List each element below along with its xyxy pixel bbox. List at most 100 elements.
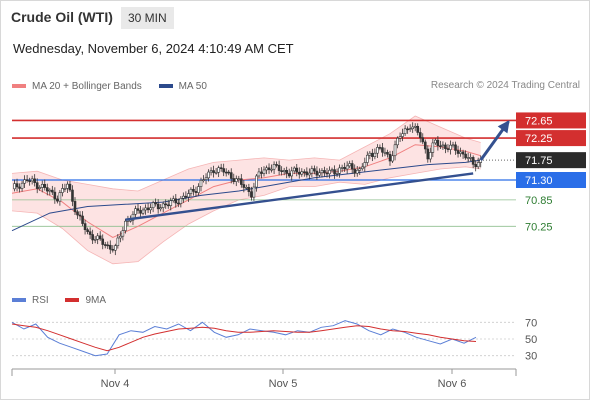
rsi-legend: RSI 9MA — [12, 294, 120, 306]
candle — [446, 144, 450, 153]
candle-body — [348, 163, 351, 167]
level-label-box-72-25 — [516, 130, 586, 147]
candle — [363, 157, 367, 172]
interval-button[interactable]: 30 MIN — [121, 7, 174, 29]
candle — [81, 211, 84, 227]
candle — [323, 166, 326, 177]
candle-body — [328, 169, 331, 175]
ma50-line — [11, 159, 481, 232]
candle — [237, 175, 241, 183]
candle-body — [459, 151, 462, 154]
x-tick-label: Nov 6 — [438, 378, 467, 390]
candle — [111, 245, 115, 253]
candle — [426, 145, 430, 163]
candle-body — [416, 125, 420, 133]
candle — [83, 219, 87, 235]
candle — [106, 241, 110, 250]
candle-body — [313, 168, 316, 172]
candle — [366, 151, 369, 166]
rsi-tick-label-70: 70 — [525, 317, 537, 329]
candle-body — [378, 147, 382, 149]
candle-body — [297, 171, 301, 175]
candle-body — [66, 183, 69, 189]
candle — [476, 157, 480, 170]
candle — [348, 160, 351, 169]
candle — [358, 166, 362, 175]
candle — [325, 168, 329, 178]
candle-body — [144, 207, 147, 211]
candle-body — [156, 203, 160, 210]
candle — [61, 183, 64, 197]
candle-body — [68, 183, 72, 191]
candle-body — [310, 168, 314, 174]
rsi-series-9ma — [11, 323, 477, 352]
legend-swatch-ma20 — [12, 84, 26, 88]
candle — [398, 132, 402, 143]
candle — [300, 168, 304, 177]
candle-body — [96, 235, 99, 240]
candle-body — [388, 153, 392, 162]
candle-body — [461, 151, 465, 155]
candle-body — [124, 220, 127, 231]
candle — [76, 209, 79, 220]
candle — [454, 141, 457, 155]
candle — [45, 183, 49, 196]
candle — [401, 128, 404, 142]
candle — [408, 124, 412, 132]
candle-body — [149, 207, 152, 211]
candle — [207, 169, 210, 182]
candle-body — [330, 169, 334, 171]
legend-label-9ma: 9MA — [85, 294, 107, 306]
candle-body — [466, 157, 470, 159]
candle — [280, 166, 283, 176]
candle — [260, 167, 263, 179]
candle — [88, 227, 92, 239]
candle-body — [209, 170, 213, 173]
candle-body — [439, 145, 442, 148]
candle — [451, 141, 455, 148]
candle-body — [63, 188, 67, 190]
candle-body — [318, 172, 321, 176]
candle-body — [471, 157, 475, 165]
candle — [247, 183, 251, 197]
candle — [222, 163, 225, 177]
candle-body — [335, 173, 339, 175]
candle — [318, 168, 321, 178]
candle-body — [381, 147, 384, 153]
candle-body — [426, 148, 430, 160]
candle — [257, 167, 261, 179]
candle-body — [25, 179, 29, 182]
candle — [159, 204, 162, 212]
candle-body — [83, 223, 87, 231]
candle — [149, 203, 152, 214]
candle — [310, 165, 314, 178]
level-label-box-71-30 — [516, 172, 586, 188]
candle-body — [212, 170, 215, 174]
candle-body — [423, 141, 427, 150]
candle-body — [204, 177, 208, 180]
candle-body — [406, 128, 409, 131]
candle-body — [207, 171, 210, 179]
legend-item-rsi: RSI — [12, 295, 49, 306]
candle — [345, 161, 349, 174]
candle — [101, 234, 105, 250]
candle-body — [121, 230, 125, 237]
candle — [229, 168, 233, 184]
candle — [20, 180, 24, 192]
candle — [418, 127, 422, 143]
candle-body — [350, 163, 354, 170]
candle-body — [262, 169, 266, 174]
candle — [227, 169, 231, 176]
candle-body — [227, 171, 231, 174]
candle — [270, 164, 273, 173]
candle — [28, 177, 31, 186]
candle-body — [434, 139, 437, 144]
candle-body — [13, 183, 16, 190]
candle — [436, 136, 440, 151]
candle — [156, 199, 160, 214]
candle-body — [51, 189, 54, 193]
legend-swatch-ma50 — [158, 84, 173, 88]
candle — [262, 166, 266, 177]
candle-body — [418, 132, 422, 138]
